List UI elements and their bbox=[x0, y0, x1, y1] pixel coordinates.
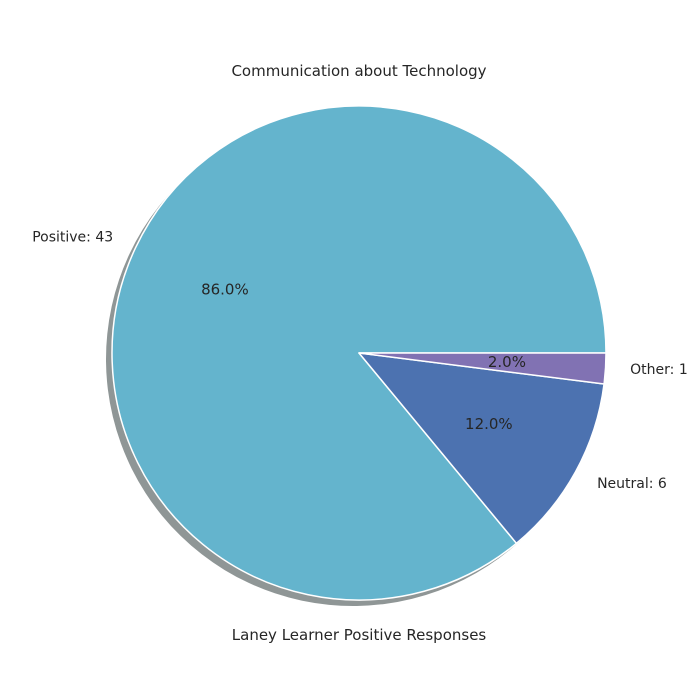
slice-label-neutral-6: Neutral: 6 bbox=[597, 476, 667, 492]
slice-percent-other-1: 2.0% bbox=[488, 353, 526, 371]
chart-title: Communication about Technology bbox=[231, 62, 486, 80]
pie-slices-layer bbox=[111, 105, 607, 601]
pie-labels-layer: Positive: 43 86.0% Neutral: 6 12.0% Other: 1… bbox=[32, 229, 688, 492]
slice-label-other-1: Other: 1 bbox=[630, 362, 688, 378]
slice-percent-neutral-6: 12.0% bbox=[465, 415, 513, 433]
pie-slice-neutral-6 bbox=[358, 352, 605, 545]
chart-xlabel: Laney Learner Positive Responses bbox=[232, 626, 487, 644]
slice-label-positive-43: Positive: 43 bbox=[32, 229, 113, 245]
slice-percent-positive-43: 86.0% bbox=[201, 280, 249, 298]
pie-slice-other-1 bbox=[358, 352, 607, 385]
